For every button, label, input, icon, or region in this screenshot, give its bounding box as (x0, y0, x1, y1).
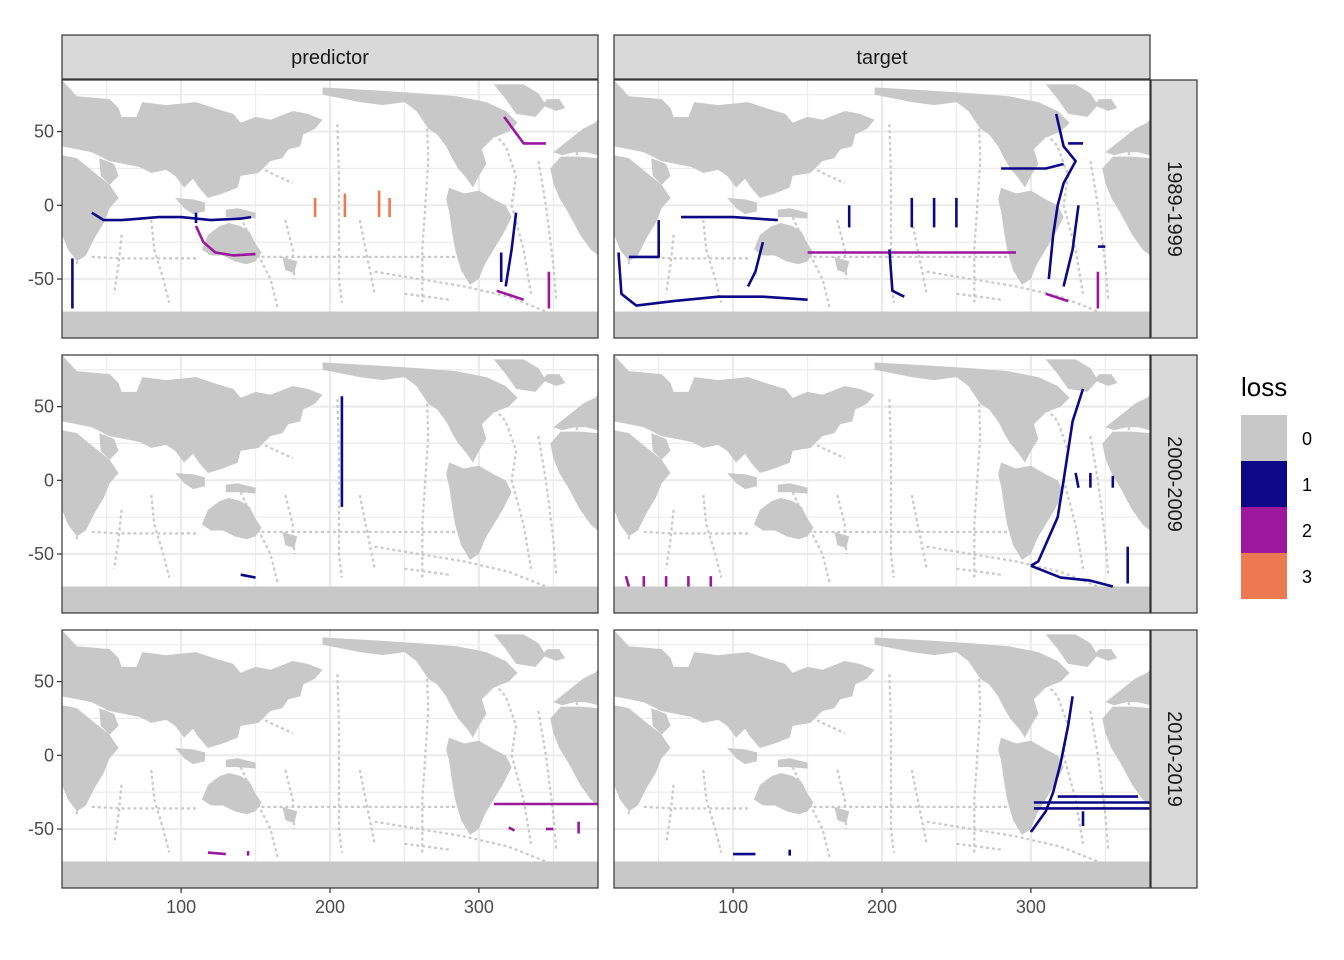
strip-2010-2019: 2010-2019 (1150, 629, 1198, 889)
x-tick-label: 200 (867, 897, 897, 917)
legend-swatch-3 (1241, 553, 1287, 599)
legend-label: 2 (1302, 521, 1312, 541)
x-tick-label: 200 (315, 897, 345, 917)
y-tick-label: -50 (28, 269, 54, 289)
legend-label: 0 (1302, 429, 1312, 449)
x-tick-label: 100 (718, 897, 748, 917)
x-tick-label: 300 (1016, 897, 1046, 917)
loss-2-segment (508, 826, 516, 832)
panel-target-2010-2019 (613, 629, 1151, 889)
loss-segments (624, 388, 1129, 588)
loss-segments (240, 396, 344, 579)
panel-border (61, 354, 599, 614)
loss-1-segment (1074, 472, 1080, 488)
panel-target-1989-1999 (613, 79, 1151, 339)
strip-1989-1999: 1989-1999 (1150, 79, 1198, 339)
loss-1-segment (1029, 696, 1074, 833)
panel-predictor-2010-2019 (61, 629, 599, 889)
y-tick-label: 0 (44, 195, 54, 215)
loss-1-segment (1062, 205, 1080, 287)
y-axis: 50 0 -50 (28, 122, 62, 289)
strip-label: 2010-2019 (1163, 711, 1185, 807)
x-tick-label: 300 (464, 897, 494, 917)
legend-swatch-2 (1241, 507, 1287, 553)
loss-2-segment (624, 575, 631, 587)
loss-1-segment (746, 241, 765, 287)
strip-target: target (613, 34, 1151, 80)
loss-1-segment (628, 220, 661, 259)
y-tick-label: -50 (28, 819, 54, 839)
x-axis: 100 200 300 (718, 888, 1046, 917)
loss-2-segment (207, 851, 226, 856)
loss-1-segment (240, 573, 256, 579)
loss-1-segment (1030, 564, 1114, 588)
panel-target-2000-2009 (613, 354, 1151, 614)
panel-predictor-2000-2009 (61, 354, 599, 614)
loss-1-segment (617, 252, 808, 307)
loss-1-segment (91, 211, 252, 222)
legend: loss 0 1 2 3 (1241, 372, 1312, 599)
loss-2-segment (194, 225, 256, 257)
panel-border (613, 79, 1151, 339)
legend-swatch-1 (1241, 461, 1287, 507)
loss-segments (71, 116, 551, 309)
y-tick-label: 50 (34, 672, 54, 692)
legend-title: loss (1241, 372, 1287, 402)
loss-1-segment (681, 215, 778, 222)
loss-1-segment (1001, 162, 1064, 170)
strip-label: predictor (291, 47, 369, 69)
legend-label: 1 (1302, 475, 1312, 495)
legend-swatch-0 (1241, 415, 1287, 461)
panel-predictor-1989-1999 (61, 79, 599, 339)
panel-border (61, 79, 599, 339)
loss-1-segment (1047, 113, 1077, 280)
x-axis: 100 200 300 (166, 888, 494, 917)
loss-1-segment (1030, 388, 1085, 567)
panel-border (613, 354, 1151, 614)
y-axis: 50 0 -50 (28, 397, 62, 564)
y-tick-label: -50 (28, 544, 54, 564)
legend-label: 3 (1302, 567, 1312, 587)
loss-2-segment (1045, 292, 1069, 303)
loss-2-segment (503, 116, 546, 145)
loss-segments (617, 113, 1106, 309)
loss-segments (207, 802, 598, 856)
loss-1-segment (888, 249, 905, 298)
loss-segments (733, 696, 1150, 856)
y-tick-label: 0 (44, 470, 54, 490)
strip-label: 1989-1999 (1163, 161, 1185, 257)
y-axis: 50 0 -50 (28, 672, 62, 839)
x-tick-label: 100 (166, 897, 196, 917)
strip-2000-2009: 2000-2009 (1150, 354, 1198, 614)
y-tick-label: 50 (34, 397, 54, 417)
strip-label: target (856, 47, 908, 69)
strip-predictor: predictor (61, 34, 599, 80)
y-tick-label: 0 (44, 745, 54, 765)
loss-1-segment (504, 212, 518, 287)
y-tick-label: 50 (34, 122, 54, 142)
loss-2-segment (496, 289, 525, 301)
strip-label: 2000-2009 (1163, 436, 1185, 532)
